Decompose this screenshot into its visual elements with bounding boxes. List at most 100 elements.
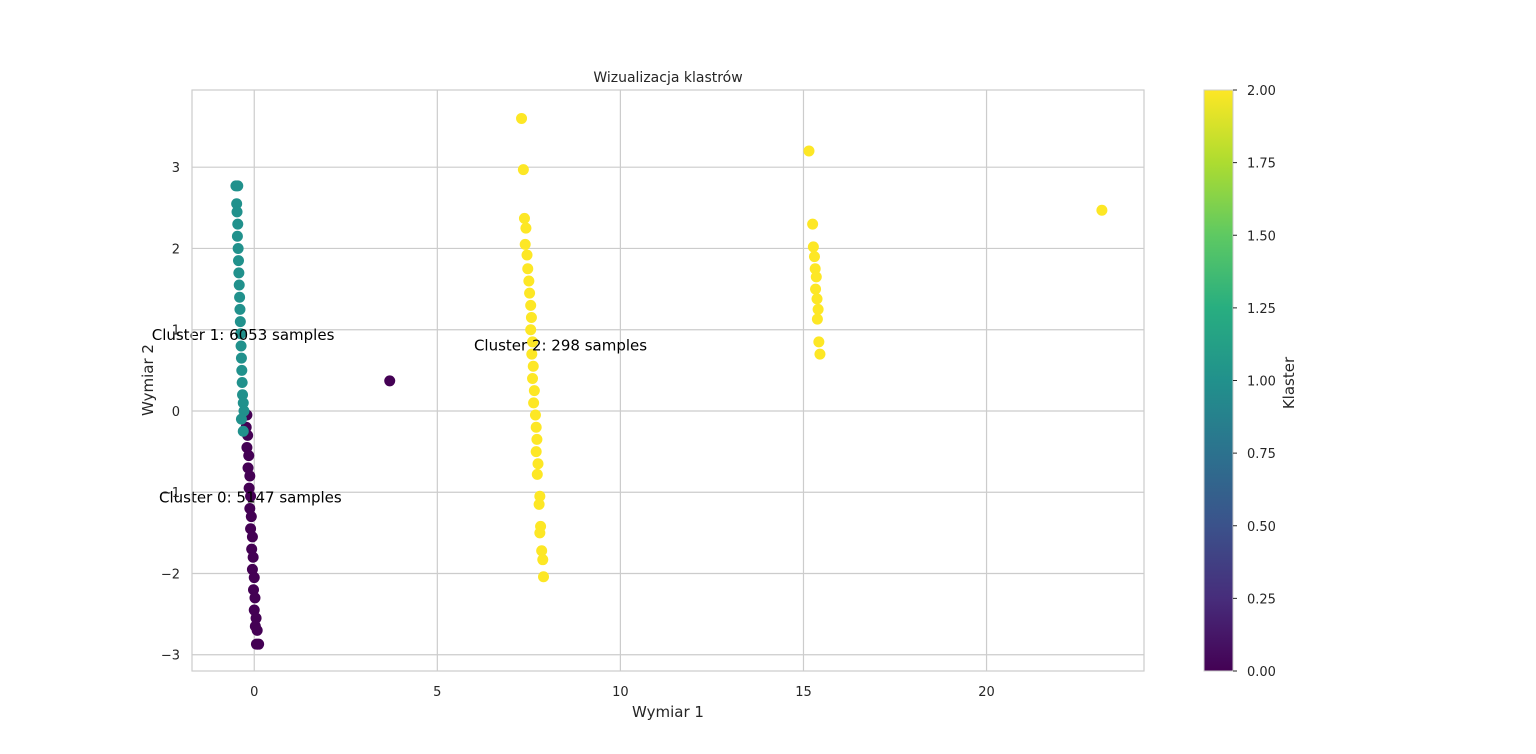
cluster-annotation: Cluster 0: 5147 samples [159, 488, 342, 506]
data-point [233, 267, 245, 279]
data-point [534, 527, 546, 539]
data-point [237, 389, 249, 401]
data-point [245, 511, 257, 523]
data-point [236, 377, 248, 389]
data-point [234, 303, 246, 315]
x-axis-ticks: 0 5 10 15 20 [250, 685, 995, 700]
data-point [231, 198, 243, 210]
data-point [531, 468, 543, 480]
scatter-points [230, 112, 1108, 650]
data-point [533, 498, 545, 510]
data-point [243, 482, 255, 494]
colorbar [1203, 89, 1234, 672]
y-axis-ticks: −3 −2 −1 0 1 2 3 [161, 161, 180, 664]
data-point [234, 316, 246, 328]
data-point [243, 450, 255, 462]
data-point [529, 409, 541, 421]
data-point [236, 364, 248, 376]
data-point [384, 375, 396, 387]
data-point [807, 218, 819, 230]
data-point [536, 545, 548, 557]
data-point [525, 312, 537, 324]
data-point [808, 251, 820, 263]
data-point [813, 336, 825, 348]
x-tick-label: 15 [795, 685, 812, 700]
y-tick-label: 0 [172, 405, 180, 420]
data-point [523, 275, 535, 287]
colorbar-tick-label: 1.75 [1247, 157, 1276, 172]
data-point [810, 271, 822, 283]
data-point [538, 571, 550, 583]
data-point [247, 551, 259, 563]
data-point [1096, 204, 1108, 216]
data-point [246, 531, 258, 543]
colorbar-tick-label: 0.75 [1247, 447, 1276, 462]
plot-frame [191, 89, 1145, 672]
data-point [232, 242, 244, 254]
data-point [527, 372, 539, 384]
colorbar-tick-label: 2.00 [1247, 84, 1276, 99]
data-point [525, 299, 537, 311]
data-point [250, 612, 262, 624]
data-point [249, 592, 261, 604]
data-point [522, 263, 534, 275]
colorbar-tick-label: 0.50 [1247, 520, 1276, 535]
data-point [245, 490, 257, 502]
data-point [537, 554, 549, 566]
colorbar-tick-label: 1.25 [1247, 302, 1276, 317]
x-tick-label: 0 [250, 685, 258, 700]
data-point [235, 413, 247, 425]
data-point [526, 348, 538, 360]
y-axis-label: Wymiar 2 [139, 344, 157, 416]
data-point [518, 212, 530, 224]
data-point [812, 303, 824, 315]
data-point [517, 164, 529, 176]
data-point [251, 624, 263, 636]
y-tick-label: 3 [172, 161, 180, 176]
data-point [521, 249, 533, 261]
data-point [807, 241, 819, 253]
data-point [244, 502, 256, 514]
data-point [534, 490, 546, 502]
data-point [811, 313, 823, 325]
data-point [231, 230, 243, 242]
data-point [232, 180, 244, 192]
annotations: Cluster 0: 5147 samples Cluster 1: 6053 s… [152, 326, 648, 507]
data-point [810, 283, 822, 295]
colorbar-tick-label: 1.00 [1247, 375, 1276, 390]
x-tick-label: 5 [433, 685, 441, 700]
data-point [231, 206, 243, 218]
y-tick-label: −2 [161, 567, 180, 582]
cluster-1-points [230, 180, 250, 437]
data-point [527, 336, 539, 348]
x-tick-label: 10 [612, 685, 629, 700]
data-point [248, 572, 260, 584]
data-point [246, 543, 258, 555]
data-point [528, 385, 540, 397]
cluster-2-points [516, 112, 1108, 583]
colorbar-tick-label: 1.50 [1247, 229, 1276, 244]
y-tick-label: 2 [172, 242, 180, 257]
colorbar-label: Klaster [1280, 356, 1298, 409]
data-point [234, 291, 246, 303]
data-point [237, 397, 249, 409]
data-point [235, 352, 247, 364]
data-point [530, 421, 542, 433]
y-tick-label: −1 [161, 486, 180, 501]
data-point [232, 218, 244, 230]
data-point [237, 425, 249, 437]
x-axis-label: Wymiar 1 [632, 703, 704, 721]
data-point [235, 328, 247, 340]
colorbar-tick-label: 0.00 [1247, 665, 1276, 680]
cluster-annotation: Cluster 1: 6053 samples [152, 326, 335, 344]
data-point [530, 446, 542, 458]
data-point [233, 255, 245, 267]
data-point [803, 145, 815, 157]
x-tick-label: 20 [978, 685, 995, 700]
data-point [527, 360, 539, 372]
colorbar-ticks: 0.00 0.25 0.50 0.75 1.00 1.25 1.50 1.75 2.00 [1233, 84, 1276, 680]
data-point [233, 279, 245, 291]
data-point [235, 340, 247, 352]
data-point [250, 638, 262, 650]
